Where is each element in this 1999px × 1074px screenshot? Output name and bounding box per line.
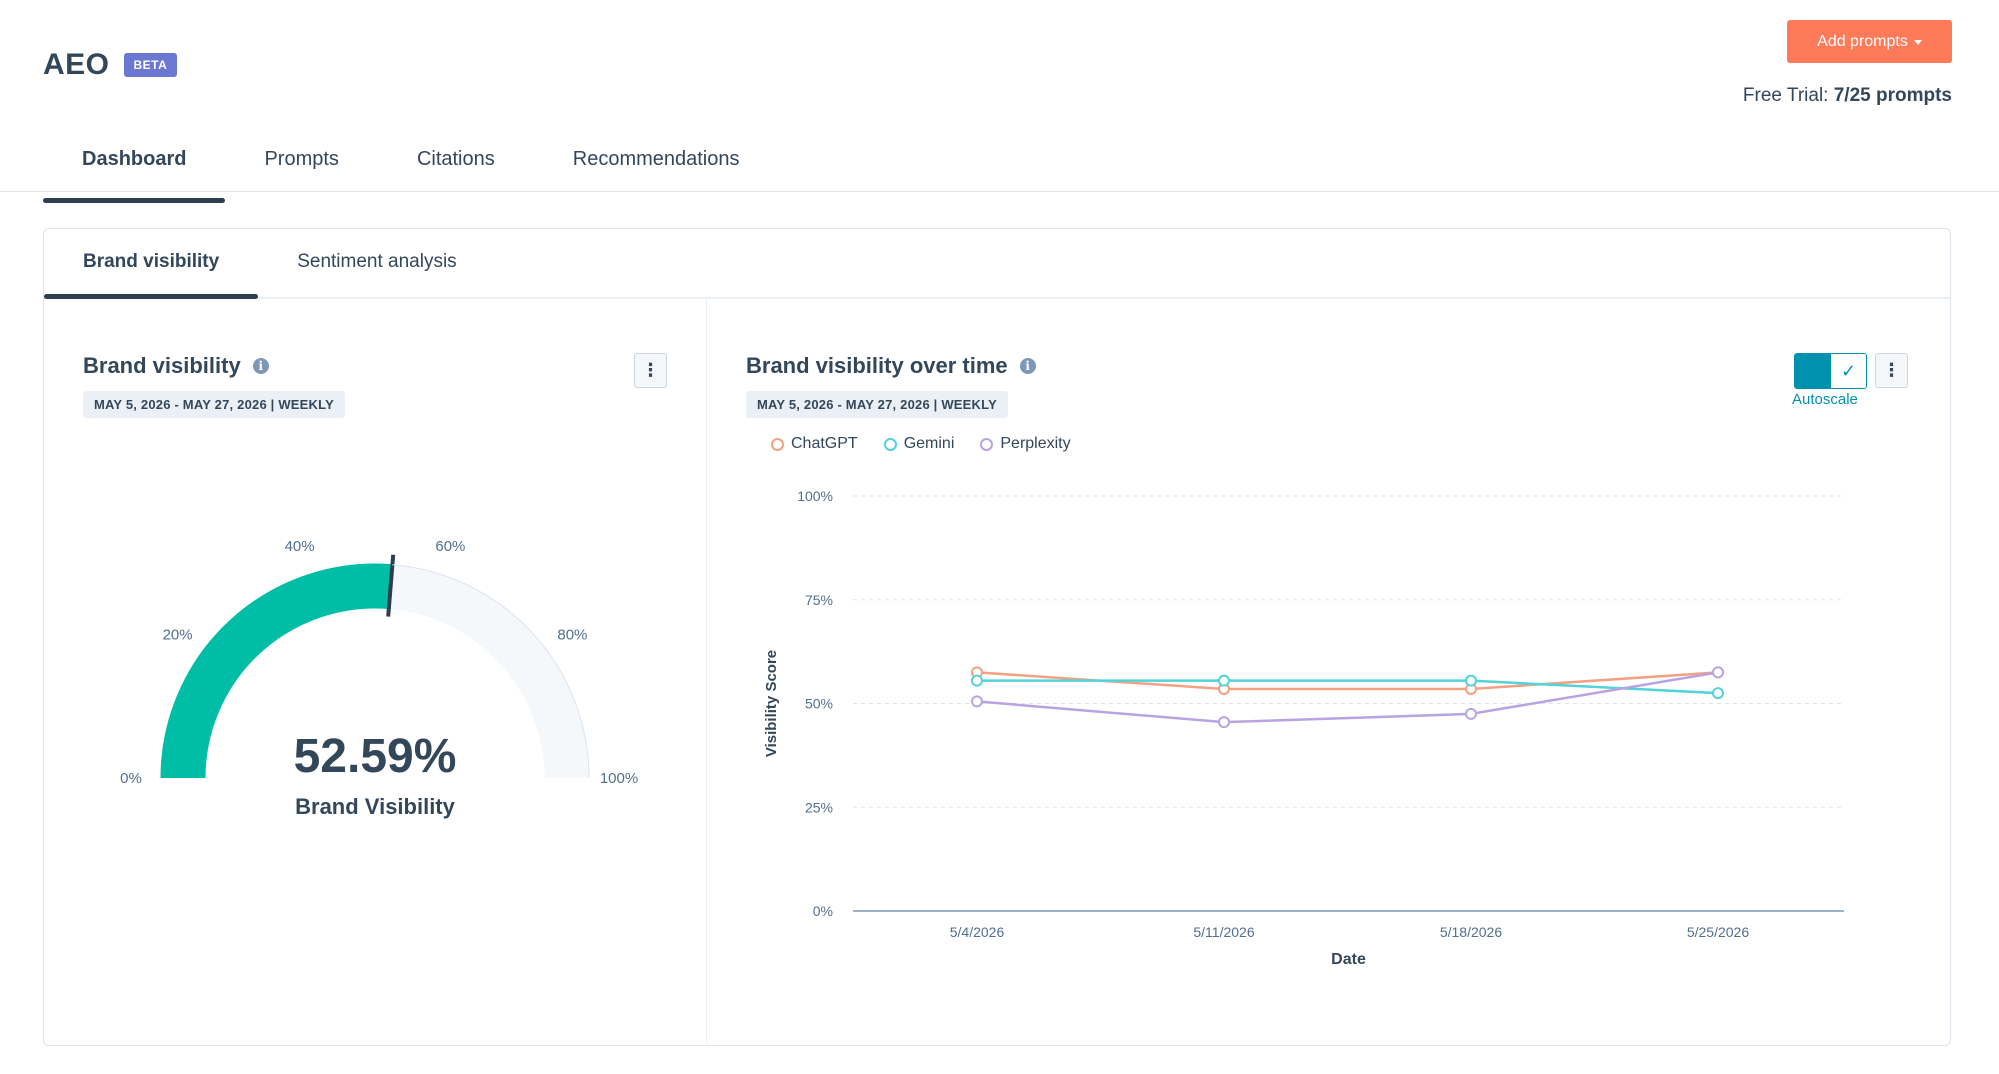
data-point-gemini[interactable] bbox=[1712, 687, 1724, 700]
y-tick-label: 50% bbox=[805, 696, 833, 712]
chart-title-text: Brand visibility over time bbox=[746, 353, 1008, 378]
data-point-perplexity[interactable] bbox=[1218, 716, 1230, 729]
add-prompts-label: Add prompts bbox=[1817, 32, 1908, 50]
legend-label: Gemini bbox=[903, 435, 955, 452]
check-icon: ✓ bbox=[1831, 354, 1866, 388]
caret-down-icon bbox=[1913, 40, 1922, 45]
app-title: AEO bbox=[43, 48, 110, 81]
autoscale-toggle[interactable]: ✓ bbox=[1794, 353, 1867, 389]
gauge-tick-label: 100% bbox=[600, 770, 638, 787]
y-tick-label: 0% bbox=[813, 903, 833, 919]
gauge-more-options-icon[interactable]: ⋮ bbox=[634, 353, 667, 388]
legend-item-gemini[interactable]: Gemini bbox=[883, 435, 955, 453]
data-point-perplexity[interactable] bbox=[1712, 666, 1724, 679]
data-point-gemini[interactable] bbox=[1465, 674, 1477, 687]
gauge-date-range: MAY 5, 2026 - MAY 27, 2026 | WEEKLY bbox=[83, 391, 345, 418]
gauge-title-text: Brand visibility bbox=[83, 353, 241, 378]
chart-legend: ChatGPT Gemini Perplexity bbox=[771, 435, 1071, 453]
panel-divider bbox=[706, 299, 707, 1044]
tab-prompts[interactable]: Prompts bbox=[264, 148, 339, 170]
visibility-line-chart: 0% 25% 50% 75% 100% 5/4/2026 5/11/2026 5/18/202… bbox=[763, 488, 1844, 968]
y-tick-label: 100% bbox=[797, 488, 833, 504]
brand-visibility-gauge: 0% 20% 40% 60% 80% 100% 52.59% Brand Visibili… bbox=[120, 538, 638, 819]
toggle-knob bbox=[1795, 354, 1831, 388]
y-axis-title: Visibility Score bbox=[763, 650, 780, 757]
gauge-tick-label: 80% bbox=[557, 627, 587, 644]
data-point-gemini[interactable] bbox=[1218, 674, 1230, 687]
x-tick-label: 5/4/2026 bbox=[950, 924, 1005, 940]
legend-label: Perplexity bbox=[1000, 435, 1071, 452]
beta-badge: BETA bbox=[123, 53, 178, 77]
y-tick-label: 25% bbox=[805, 799, 833, 815]
legend-label: ChatGPT bbox=[791, 435, 858, 452]
autoscale-label: Autoscale bbox=[1792, 391, 1858, 408]
free-trial-status: Free Trial: 7/25 prompts bbox=[1743, 85, 1952, 107]
data-point-gemini[interactable] bbox=[971, 674, 983, 687]
info-icon[interactable]: i bbox=[1019, 358, 1036, 374]
gauge-tick-label: 0% bbox=[120, 770, 142, 787]
dashboard-card: Brand visibility Sentiment analysis Bran… bbox=[43, 228, 1951, 1046]
chart-panel-title: Brand visibility over time i bbox=[746, 353, 1036, 379]
free-trial-value: 7/25 prompts bbox=[1833, 85, 1952, 106]
gauge-tick-label: 20% bbox=[163, 627, 193, 644]
x-tick-label: 5/11/2026 bbox=[1193, 924, 1254, 940]
gauge-panel-title: Brand visibility i bbox=[83, 353, 269, 379]
subtabs: Brand visibility Sentiment analysis bbox=[44, 229, 1950, 299]
gauge-tick-label: 40% bbox=[285, 538, 315, 555]
tab-recommendations[interactable]: Recommendations bbox=[572, 148, 740, 170]
legend-marker bbox=[980, 437, 994, 451]
gauge-tick-label: 60% bbox=[435, 538, 465, 555]
main-nav: Dashboard Prompts Citations Recommendati… bbox=[43, 138, 779, 203]
series-line-gemini bbox=[977, 679, 1719, 695]
nav-divider bbox=[0, 191, 1999, 192]
free-trial-prefix: Free Trial: bbox=[1742, 85, 1829, 106]
chart-date-range: MAY 5, 2026 - MAY 27, 2026 | WEEKLY bbox=[746, 391, 1008, 418]
gauge-value: 52.59% bbox=[294, 730, 457, 783]
chart-more-options-icon[interactable]: ⋮ bbox=[1875, 353, 1908, 388]
add-prompts-button[interactable]: Add prompts bbox=[1787, 20, 1952, 63]
legend-marker bbox=[771, 437, 784, 451]
app-header: AEO BETA bbox=[43, 48, 178, 82]
subtab-sentiment-analysis[interactable]: Sentiment analysis bbox=[297, 251, 457, 272]
tab-citations[interactable]: Citations bbox=[416, 148, 495, 170]
gauge-needle bbox=[386, 554, 396, 617]
tab-dashboard[interactable]: Dashboard bbox=[43, 138, 226, 203]
legend-marker bbox=[883, 437, 897, 451]
info-icon[interactable]: i bbox=[252, 358, 269, 374]
data-point-perplexity[interactable] bbox=[1465, 707, 1477, 720]
series-line-perplexity bbox=[976, 671, 1719, 724]
legend-item-perplexity[interactable]: Perplexity bbox=[980, 435, 1071, 453]
x-tick-label: 5/25/2026 bbox=[1687, 924, 1749, 940]
x-tick-label: 5/18/2026 bbox=[1440, 924, 1502, 940]
subtab-brand-visibility[interactable]: Brand visibility bbox=[44, 229, 259, 299]
y-tick-label: 75% bbox=[805, 592, 833, 608]
gauge-fill bbox=[160, 563, 393, 779]
data-point-perplexity[interactable] bbox=[971, 695, 983, 708]
gauge-value-label: Brand Visibility bbox=[295, 794, 456, 819]
legend-item-chatgpt[interactable]: ChatGPT bbox=[771, 435, 858, 453]
gauge-track-outline bbox=[392, 564, 590, 779]
x-axis-title: Date bbox=[1331, 951, 1366, 968]
